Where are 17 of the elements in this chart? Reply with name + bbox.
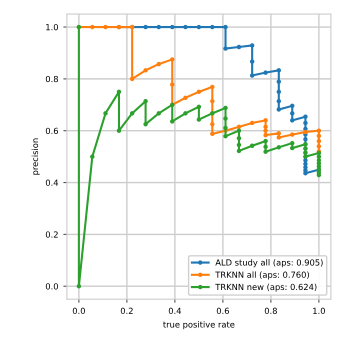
x-tick-label: 0.4 [168,308,182,314]
legend-label: TRKNN new (aps: 0.624) [215,284,316,292]
y-tick-label: 0.2 [46,231,58,238]
x-tick-label: 1.0 [313,308,325,314]
y-tick-label: 1.0 [46,24,58,30]
y-tick-label: 0.8 [46,76,58,82]
x-tick-label: 0.6 [216,308,229,314]
y-tick-label: 0.6 [46,128,58,134]
x-tick-label: 0.2 [120,308,133,314]
y-tick-label: 0.4 [46,180,58,186]
legend-label: TRKNN all (aps: 0.760) [215,271,309,280]
y-tick-label: 0.0 [46,283,58,290]
x-tick-label: 0.8 [264,308,277,314]
legend-label: ALD study all (aps: 0.905) [215,259,323,268]
y-axis-title: precision [32,138,40,175]
x-axis-title: true positive rate [163,321,234,330]
x-tick-label: 0.0 [72,308,85,314]
